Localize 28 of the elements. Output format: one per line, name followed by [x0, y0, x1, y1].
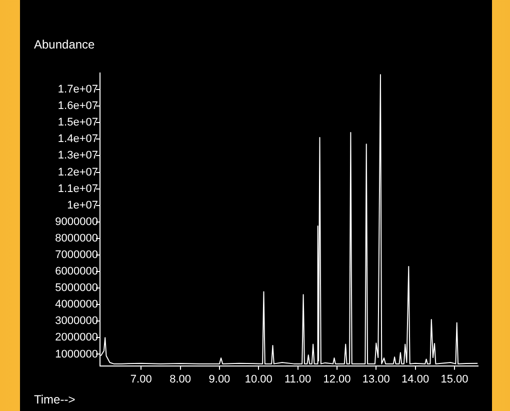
y-tick-label: 3000000: [55, 315, 98, 328]
y-tick-label: 9000000: [55, 216, 98, 228]
y-tick-label: 1e+07: [67, 199, 98, 212]
y-tick-label: 1.5e+07: [58, 116, 98, 129]
x-tick-label: 8.00: [170, 373, 192, 386]
x-axis-title: Time-->: [34, 392, 76, 406]
y-tick-label: 6000000: [55, 266, 98, 278]
y-tick-label: 7000000: [55, 248, 98, 261]
x-tick-label: 9.00: [208, 373, 230, 386]
y-tick-label: 4000000: [55, 298, 98, 311]
x-tick-label: 12.00: [323, 373, 351, 386]
x-tick-label: 15.00: [440, 373, 468, 386]
y-tick-label: 1.4e+07: [58, 133, 98, 146]
x-tick-label: 10.00: [244, 373, 272, 386]
x-tick-label: 13.00: [362, 373, 390, 386]
x-tick-label: 7.00: [130, 373, 152, 386]
x-tick-label: 14.00: [402, 373, 430, 386]
y-tick-label: 1.2e+07: [58, 166, 98, 178]
y-axis-title: Abundance: [34, 37, 96, 52]
y-tick-label: 1.1e+07: [58, 182, 98, 195]
y-tick-label: 1.3e+07: [58, 150, 98, 162]
y-tick-label: 1.6e+07: [58, 100, 98, 112]
y-tick-label: 2000000: [55, 332, 98, 344]
y-tick-label: 1.7e+07: [58, 84, 98, 96]
y-tick-label: 1000000: [55, 348, 98, 360]
y-tick-label: 5000000: [55, 282, 98, 294]
x-tick-label: 11.00: [284, 373, 312, 386]
y-tick-label: 8000000: [55, 232, 98, 244]
